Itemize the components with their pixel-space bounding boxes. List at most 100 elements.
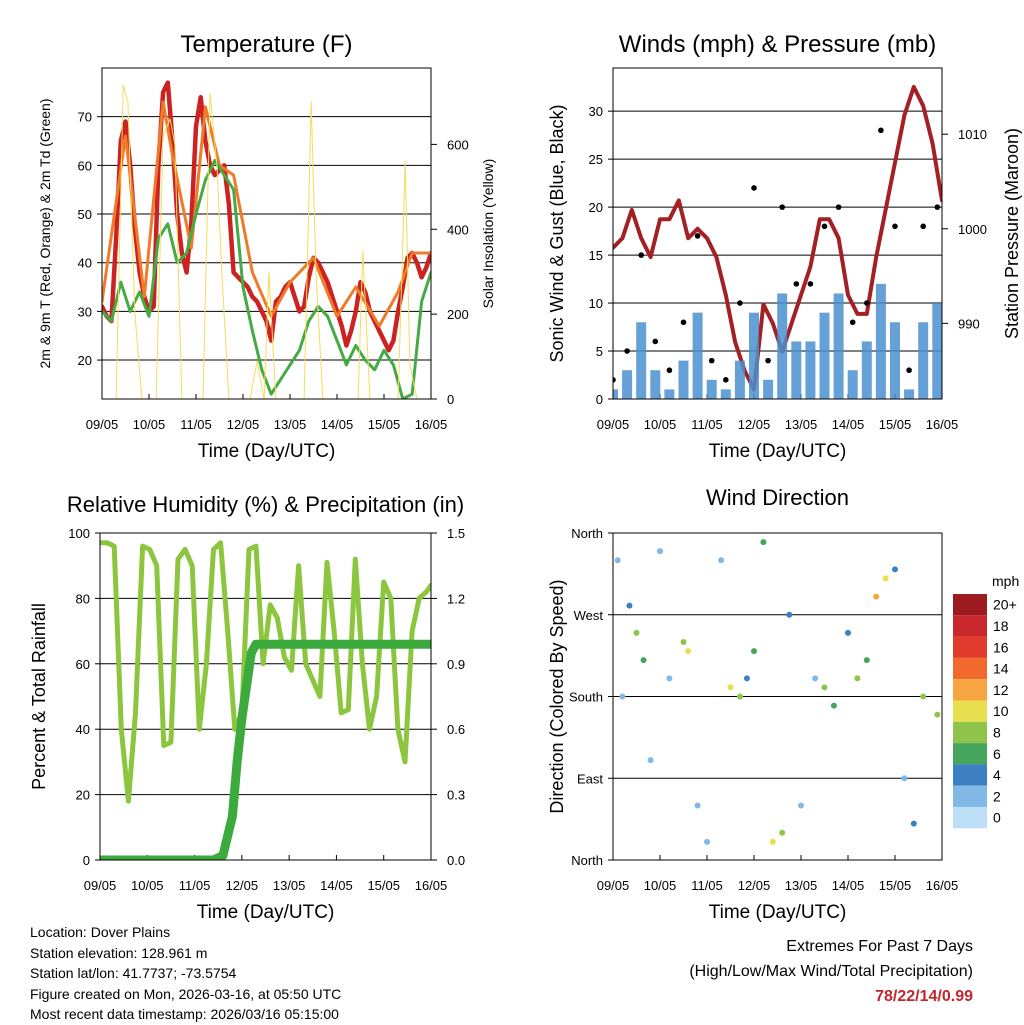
direction-point <box>882 575 889 582</box>
x-axis-label: Time (Day/UTC) <box>709 902 847 923</box>
direction-point <box>812 675 819 682</box>
legend-swatch <box>953 721 987 744</box>
wind-bar <box>706 379 717 399</box>
wind-bar <box>622 370 633 399</box>
direction-point <box>798 802 804 809</box>
x-tick-label: 15/05 <box>367 878 400 893</box>
series-line-total-precipitation <box>100 639 431 860</box>
direction-point <box>901 775 908 782</box>
speed-legend: mph 20+ 18 16 14 12 10 8 6 4 2 0 <box>953 573 1019 829</box>
legend-label: 12 <box>993 682 1009 698</box>
y-tick-label: 20 <box>78 353 92 368</box>
direction-point <box>854 675 861 682</box>
gust-point <box>751 185 757 191</box>
x-tick-label: 15/05 <box>879 878 912 893</box>
direction-point <box>666 675 673 682</box>
direction-point <box>704 838 710 845</box>
legend-label: 18 <box>993 618 1009 634</box>
gust-point <box>906 367 912 374</box>
x-tick-label: 15/05 <box>368 417 401 432</box>
chart-title: Wind Direction <box>706 485 849 510</box>
extremes-title: Extremes For Past 7 Days <box>786 938 973 955</box>
wind-bar <box>664 389 675 399</box>
gust-point <box>624 348 630 354</box>
x-axis-label: Time (Day/UTC) <box>197 902 335 923</box>
y-tick-label: 20 <box>76 788 90 803</box>
y2-tick-label: 990 <box>958 316 980 331</box>
y-tick-label: 80 <box>76 591 90 606</box>
series-line-relative-humidity <box>100 540 431 804</box>
x-axis-label: Time (Day/UTC) <box>198 441 336 462</box>
x-tick-label: 14/05 <box>832 878 865 893</box>
y-tick-label: 100 <box>68 526 90 541</box>
y-tick-label: 70 <box>78 110 92 125</box>
y-tick-label: 40 <box>78 256 92 271</box>
y2-axis-label: Station Pressure (Maroon) <box>1002 128 1022 339</box>
x-tick-label: 10/05 <box>133 417 166 432</box>
station-info: Location: Dover Plains Station elevation… <box>30 922 341 1025</box>
x-tick-label: 09/05 <box>84 878 117 893</box>
wind-bar <box>734 360 745 399</box>
x-tick-label: 12/05 <box>738 417 771 432</box>
y-axis-label: Percent & Total Rainfall <box>29 603 49 790</box>
x-axis-label: Time (Day/UTC) <box>709 441 847 462</box>
wind-bar <box>918 322 929 399</box>
wind-bar <box>650 370 661 399</box>
x-tick-label: 16/05 <box>926 417 959 432</box>
y-tick-label: 0 <box>83 853 90 868</box>
plot-frame <box>101 67 432 400</box>
y-tick-label: 50 <box>78 207 92 222</box>
wind-bar <box>749 312 759 399</box>
gust-point <box>807 281 814 287</box>
gust-point <box>666 367 673 374</box>
legend-swatch <box>953 700 987 722</box>
direction-point <box>694 802 701 809</box>
series-line-2m-td <box>102 159 431 399</box>
gust-point <box>708 357 715 364</box>
chart-title: Temperature (F) <box>180 31 352 58</box>
chart-temperature: Temperature (F) 20 30 40 50 60 70 0 200 400 600 09/… <box>37 31 496 462</box>
direction-point <box>736 693 743 700</box>
plot-area <box>100 540 431 860</box>
x-tick-label: 13/05 <box>274 417 307 432</box>
wind-bar <box>805 341 816 399</box>
figure-created: Figure created on Mon, 2026-03-16, at 05… <box>30 985 342 1002</box>
legend-label: 4 <box>993 767 1001 783</box>
legend-title: mph <box>992 573 1019 589</box>
series-line-solar-insolation <box>102 84 431 399</box>
gust-point <box>821 223 828 230</box>
y-tick-label: 30 <box>589 104 603 119</box>
wind-bar <box>819 312 830 399</box>
legend-swatch <box>953 764 987 786</box>
chart-title: Winds (mph) & Pressure (mb) <box>619 31 936 58</box>
y2-tick-label: 1010 <box>958 127 987 142</box>
wind-bar <box>763 379 774 399</box>
wind-bar <box>875 283 886 399</box>
direction-point <box>873 593 880 600</box>
x-tick-label: 11/05 <box>179 878 211 893</box>
legend-label: 16 <box>993 639 1009 655</box>
direction-point <box>934 711 941 718</box>
gust-point <box>613 377 616 383</box>
y2-tick-label: 0.6 <box>447 722 465 737</box>
y-tick-label: 40 <box>76 722 90 737</box>
legend-label: 6 <box>993 746 1001 762</box>
plot-area <box>614 539 941 845</box>
legend-swatch <box>953 594 987 616</box>
legend-label: 8 <box>993 724 1001 740</box>
y-tick-label: 0 <box>596 392 603 407</box>
x-tick-label: 14/05 <box>321 417 354 432</box>
x-tick-label: 13/05 <box>785 878 818 893</box>
y-tick-label: 60 <box>76 657 90 672</box>
y2-tick-label: 400 <box>447 222 469 237</box>
x-tick-label: 11/05 <box>691 417 723 432</box>
direction-point <box>743 675 750 682</box>
y-axis-label: 2m & 9m T (Red, Orange) & 2m Td (Green) <box>37 99 53 369</box>
x-tick-label: 09/05 <box>597 878 630 893</box>
x-tick-label: 11/05 <box>691 878 723 893</box>
y-tick-label: 15 <box>589 248 603 263</box>
gust-point <box>864 300 870 306</box>
x-tick-label: 10/05 <box>644 417 677 432</box>
y2-tick-label: 1.2 <box>447 591 465 606</box>
x-tick-label: 14/05 <box>832 417 865 432</box>
